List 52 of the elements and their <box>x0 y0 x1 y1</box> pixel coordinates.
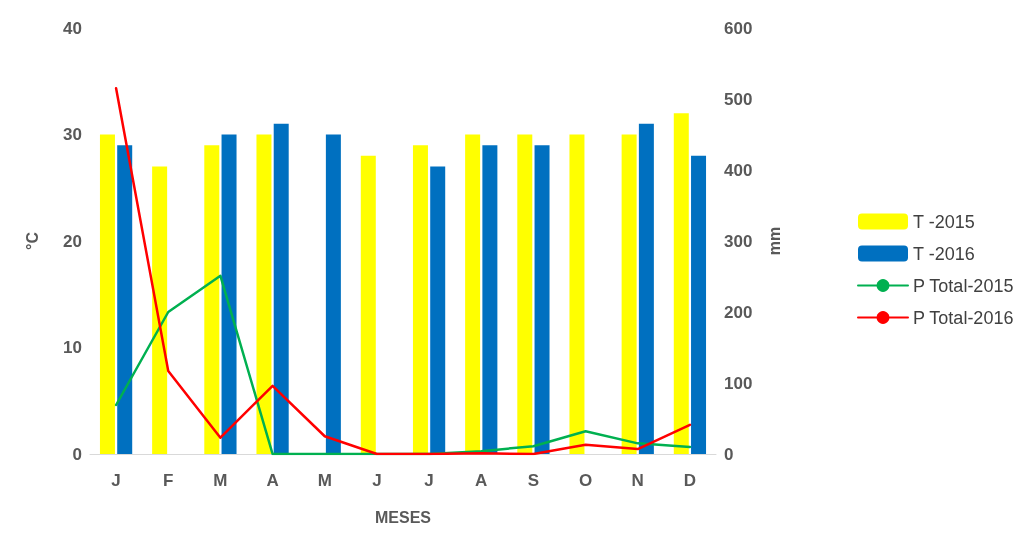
x-tick-label: J <box>424 471 434 490</box>
x-tick-label: J <box>372 471 382 490</box>
x-tick-label: M <box>213 471 228 490</box>
bar <box>638 123 654 454</box>
line-series <box>114 87 692 456</box>
y2-tick-label: 600 <box>724 18 753 38</box>
y2-tick-label: 300 <box>724 231 753 251</box>
x-tick-label: A <box>266 471 279 490</box>
x-tick-label: S <box>527 471 540 490</box>
y-tick-label: 0 <box>72 444 82 464</box>
y2-tick-label: 200 <box>724 302 753 322</box>
bar <box>691 155 707 454</box>
y-tick-label: 30 <box>63 125 82 144</box>
bar <box>412 145 428 454</box>
bar <box>621 134 637 454</box>
legend-label: P Total-2016 <box>913 307 1014 328</box>
y2-axis-title: mm <box>765 226 783 256</box>
x-tick-label: M <box>317 471 332 490</box>
x-tick-label: J <box>111 471 121 490</box>
legend-label: T -2016 <box>913 243 975 264</box>
x-tick-label: D <box>683 471 697 490</box>
y2-tick-label: 100 <box>724 373 753 393</box>
y-tick-label: 10 <box>63 338 82 357</box>
bar <box>673 113 689 454</box>
bar <box>360 155 376 454</box>
bar <box>430 166 446 454</box>
bar <box>221 134 237 454</box>
y2-tick-label: 0 <box>724 444 734 464</box>
y-tick-label: 40 <box>63 18 82 38</box>
bar <box>99 134 115 454</box>
bar <box>273 123 289 454</box>
x-tick-label: N <box>631 471 644 490</box>
bar <box>517 134 533 454</box>
bar <box>204 145 220 454</box>
bar <box>465 134 481 454</box>
y-tick-label: 20 <box>63 231 82 251</box>
x-tick-label: F <box>163 471 174 490</box>
bar <box>482 145 498 454</box>
bar <box>152 166 168 454</box>
x-tick-label: O <box>578 471 593 490</box>
bar <box>256 134 272 454</box>
bar <box>325 134 341 454</box>
y2-tick-label: 400 <box>724 160 753 180</box>
bar <box>534 145 550 454</box>
legend-label: P Total-2015 <box>913 275 1014 296</box>
x-axis-title: MESES <box>374 508 432 526</box>
x-tick-label: A <box>475 471 488 490</box>
bar <box>117 145 133 454</box>
legend-label: T -2015 <box>913 211 975 232</box>
y-axis-title: °C <box>23 231 41 250</box>
bar <box>569 134 585 454</box>
y2-tick-label: 500 <box>724 89 753 109</box>
